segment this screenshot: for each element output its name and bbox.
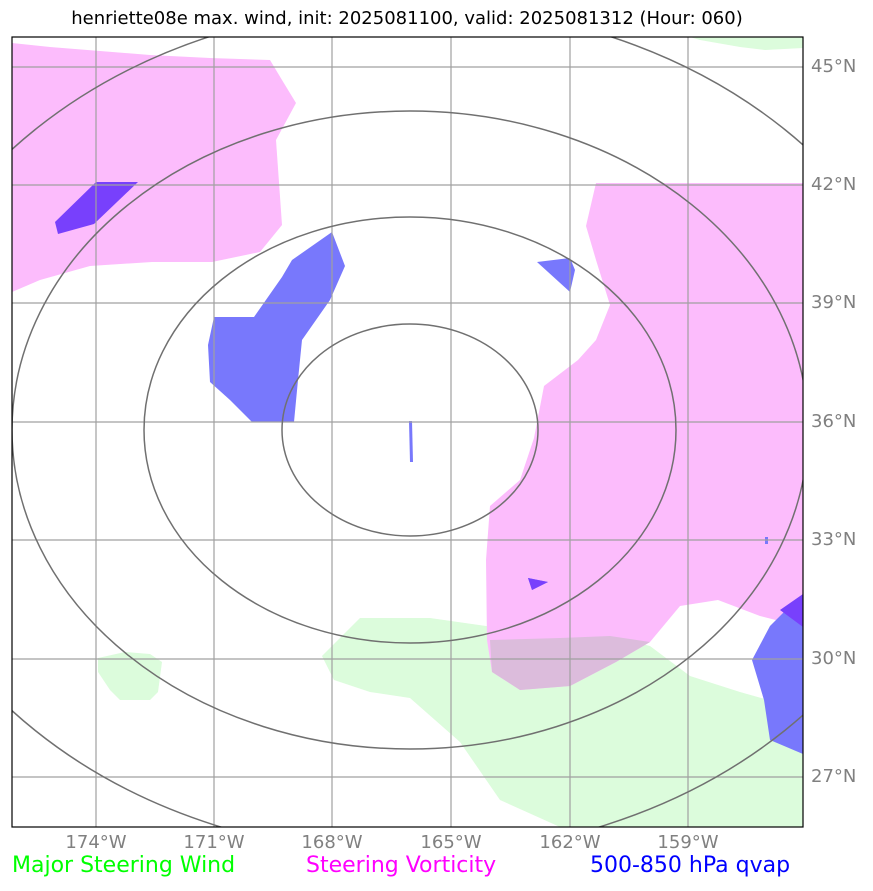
legend-qvap: 500-850 hPa qvap (590, 853, 791, 878)
qvap-patch-northeast (537, 258, 575, 292)
range-rings (12, 37, 803, 827)
steering-vorticity-fill (12, 43, 803, 690)
wind-patch-bottom (322, 618, 803, 827)
gridlines (12, 37, 803, 827)
steering-wind-fill (98, 37, 803, 827)
wind-patch-left (98, 652, 162, 700)
lon-label-174w: 174°W (65, 832, 127, 853)
vorticity-patch-northwest (12, 43, 296, 292)
vorticity-patch-east (486, 183, 803, 690)
lat-label-39n: 39°N (811, 292, 857, 313)
qvap-patch-southeast (752, 594, 803, 754)
lat-label-33n: 33°N (811, 529, 857, 550)
qvap-line-center (409, 421, 413, 462)
lon-label-165w: 165°W (420, 832, 482, 853)
lat-label-27n: 27°N (811, 766, 857, 787)
lon-label-159w: 159°W (657, 832, 719, 853)
lat-label-36n: 36°N (811, 411, 857, 432)
lon-label-171w: 171°W (183, 832, 245, 853)
wind-patch-top-right (690, 37, 803, 50)
range-ring-2 (143, 216, 677, 644)
lat-label-42n: 42°N (811, 174, 857, 195)
lat-label-30n: 30°N (811, 648, 857, 669)
overlap-patch-small (528, 578, 548, 590)
legend-steering-vorticity: Steering Vorticity (306, 853, 497, 878)
range-ring-1 (281, 323, 539, 537)
overlap-patch-southeast (780, 594, 803, 627)
legend-steering-wind: Major Steering Wind (12, 853, 236, 878)
range-ring-3 (12, 110, 803, 750)
qvap-patch-center (208, 232, 345, 422)
lat-label-45n: 45°N (811, 56, 857, 77)
lon-label-168w: 168°W (301, 832, 363, 853)
lon-label-162w: 162°W (539, 832, 601, 853)
map-title: henriette08e max. wind, init: 2025081100… (71, 8, 743, 29)
map-frame (11, 36, 804, 828)
